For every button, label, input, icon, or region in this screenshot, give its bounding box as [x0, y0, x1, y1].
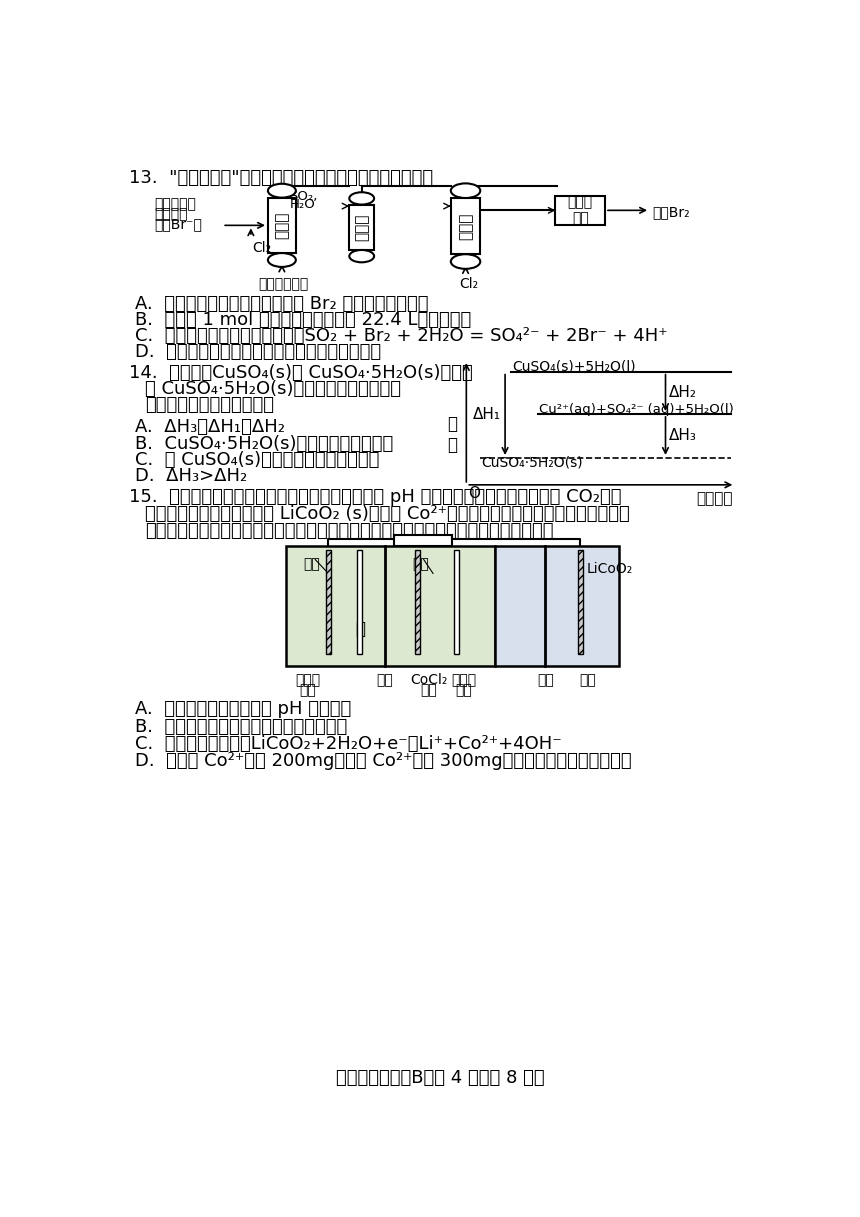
Text: 蒸馏塔: 蒸馏塔: [458, 213, 473, 240]
Text: 产品Br₂: 产品Br₂: [653, 206, 690, 219]
Text: 溶液: 溶液: [299, 683, 316, 696]
Text: Cu²⁺(aq)+SO₄²⁻ (aq)+5H₂O(l): Cu²⁺(aq)+SO₄²⁻ (aq)+5H₂O(l): [539, 403, 734, 416]
Text: 阳膜: 阳膜: [377, 673, 393, 688]
Text: 细菌: 细菌: [304, 557, 320, 571]
Bar: [495, 546, 619, 666]
Text: C.  吸收塔中发生的离子方程式：SO₂ + Br₂ + 2H₂O = SO₄²⁻ + 2Br⁻ + 4H⁺: C. 吸收塔中发生的离子方程式：SO₂ + Br₂ + 2H₂O = SO₄²⁻…: [135, 327, 667, 344]
Text: Cl₂: Cl₂: [459, 277, 478, 291]
Text: 浓缩、酸化: 浓缩、酸化: [154, 197, 196, 212]
Ellipse shape: [349, 249, 374, 263]
Text: LiCoO₂: LiCoO₂: [587, 562, 633, 576]
Bar: [451, 198, 480, 254]
Text: 溶液: 溶液: [421, 683, 438, 696]
Text: 吸收塔: 吸收塔: [354, 214, 369, 241]
Bar: [556, 196, 605, 225]
Text: SO₂,: SO₂,: [290, 190, 318, 203]
Text: CoCl₂: CoCl₂: [410, 673, 448, 688]
Text: H₂O: H₂O: [290, 198, 316, 212]
Text: C.  乙室电极反应式为LiCoO₂+2H₂O+e⁻＝Li⁺+Co²⁺+4OH⁻: C. 乙室电极反应式为LiCoO₂+2H₂O+e⁻＝Li⁺+Co²⁺+4OH⁻: [135, 735, 562, 753]
Text: 空气、水蒸气: 空气、水蒸气: [259, 277, 309, 291]
Text: 甲: 甲: [355, 619, 366, 638]
Text: 细菌: 细菌: [412, 557, 429, 571]
Text: 图所示。下列说法正确的是: 图所示。下列说法正确的是: [144, 397, 273, 414]
Bar: [453, 550, 459, 655]
Text: 乙酸盐: 乙酸盐: [295, 673, 320, 688]
Text: 阳膜: 阳膜: [537, 673, 554, 688]
Text: 吹出塔: 吹出塔: [274, 212, 289, 239]
Text: D.  精馏是利用溴与水沸点的差异进行分离的操作: D. 精馏是利用溴与水沸点的差异进行分离的操作: [135, 343, 381, 361]
Ellipse shape: [268, 253, 296, 267]
Text: 盐酸: 盐酸: [580, 673, 596, 688]
Text: 13.  "空气吹出法"海水提溴的工艺如图，下列说法错误的是: 13. "空气吹出法"海水提溴的工艺如图，下列说法错误的是: [129, 169, 433, 187]
Ellipse shape: [268, 184, 296, 197]
Bar: [349, 204, 374, 249]
Text: CuSO₄(s)+5H₂O(l): CuSO₄(s)+5H₂O(l): [512, 360, 636, 374]
Text: 后的海水: 后的海水: [154, 208, 187, 221]
Bar: [578, 550, 583, 655]
Bar: [268, 197, 296, 253]
Bar: [394, 535, 452, 546]
Text: 溶液: 溶液: [456, 683, 472, 696]
Text: B.  每提取 1 mol 溴，理论上消耗氯气 22.4 L（标况下）: B. 每提取 1 mol 溴，理论上消耗氯气 22.4 L（标况下）: [135, 310, 471, 329]
Text: 14.  常温下，CuSO₄(s)和 CuSO₄·5H₂O(s)溶于水: 14. 常温下，CuSO₄(s)和 CuSO₄·5H₂O(s)溶于水: [129, 364, 473, 382]
Text: 乙酸盐: 乙酸盐: [452, 673, 476, 688]
Text: A.  装置工作时，甲室溶液 pH 逐渐增大: A. 装置工作时，甲室溶液 pH 逐渐增大: [135, 701, 351, 718]
Text: 15.  设计如图装置回收金属钴。保持细菌所在环境 pH 稳定，借助其降解乙酸盐生成 CO₂，将: 15. 设计如图装置回收金属钴。保持细菌所在环境 pH 稳定，借助其降解乙酸盐生…: [129, 488, 622, 506]
Text: 溶液转移至甲室。已知电极材料均为石墨材质，右侧装置为原电池。下列说法正确的是: 溶液转移至甲室。已知电极材料均为石墨材质，右侧装置为原电池。下列说法正确的是: [144, 522, 553, 540]
Text: A.  ΔH₃＝ΔH₁－ΔH₂: A. ΔH₃＝ΔH₁－ΔH₂: [135, 417, 285, 436]
Text: ΔH₃: ΔH₃: [668, 428, 697, 443]
Text: 及 CuSO₄·5H₂O(s)受热分解的能量变化如: 及 CuSO₄·5H₂O(s)受热分解的能量变化如: [144, 380, 401, 398]
Text: A.  吹出塔中用空气和水蒸气吹出 Br₂ 利用了溴的挥发性: A. 吹出塔中用空气和水蒸气吹出 Br₂ 利用了溴的挥发性: [135, 295, 428, 313]
Ellipse shape: [451, 254, 480, 269]
Text: ΔH₁: ΔH₁: [473, 408, 501, 422]
Text: B.  装置工作一段时间后，乙室应补充盐酸: B. 装置工作一段时间后，乙室应补充盐酸: [135, 718, 347, 736]
Bar: [357, 550, 362, 655]
Bar: [415, 550, 421, 655]
Ellipse shape: [451, 184, 480, 198]
Text: D.  ΔH₃>ΔH₂: D. ΔH₃>ΔH₂: [135, 467, 247, 486]
Text: （含Br⁻）: （含Br⁻）: [154, 218, 202, 231]
Text: D.  若甲室 Co²⁺减少 200mg，乙室 Co²⁺增加 300mg，则此时已进行过溶液转移: D. 若甲室 Co²⁺减少 200mg，乙室 Co²⁺增加 300mg，则此时已…: [135, 752, 631, 770]
Text: B.  CuSO₄·5H₂O(s)受热分解是放热反应: B. CuSO₄·5H₂O(s)受热分解是放热反应: [135, 434, 393, 453]
Text: 能
量: 能 量: [447, 415, 458, 454]
Text: 高一化学试题（B）第 4 页（共 8 页）: 高一化学试题（B）第 4 页（共 8 页）: [336, 1069, 545, 1087]
Text: Cl₂: Cl₂: [253, 241, 272, 254]
Text: O: O: [468, 487, 480, 501]
Text: 废旧锂离子电池的正极材料 LiCoO₂ (s)转化为 Co²⁺，工作时保持厌氧环境，并定时将乙室: 废旧锂离子电池的正极材料 LiCoO₂ (s)转化为 Co²⁺，工作时保持厌氧环…: [144, 505, 630, 523]
Text: 冷凝、
精馏: 冷凝、 精馏: [568, 195, 593, 225]
Ellipse shape: [349, 192, 374, 204]
Text: 反应过程: 反应过程: [697, 490, 733, 506]
Bar: [286, 546, 495, 666]
Text: CuSO₄·5H₂O(s): CuSO₄·5H₂O(s): [481, 455, 583, 470]
Text: C.  将 CuSO₄(s)溶于水会使溶液温度升高: C. 将 CuSO₄(s)溶于水会使溶液温度升高: [135, 452, 379, 469]
Bar: [326, 550, 331, 655]
Text: ΔH₂: ΔH₂: [668, 386, 697, 400]
